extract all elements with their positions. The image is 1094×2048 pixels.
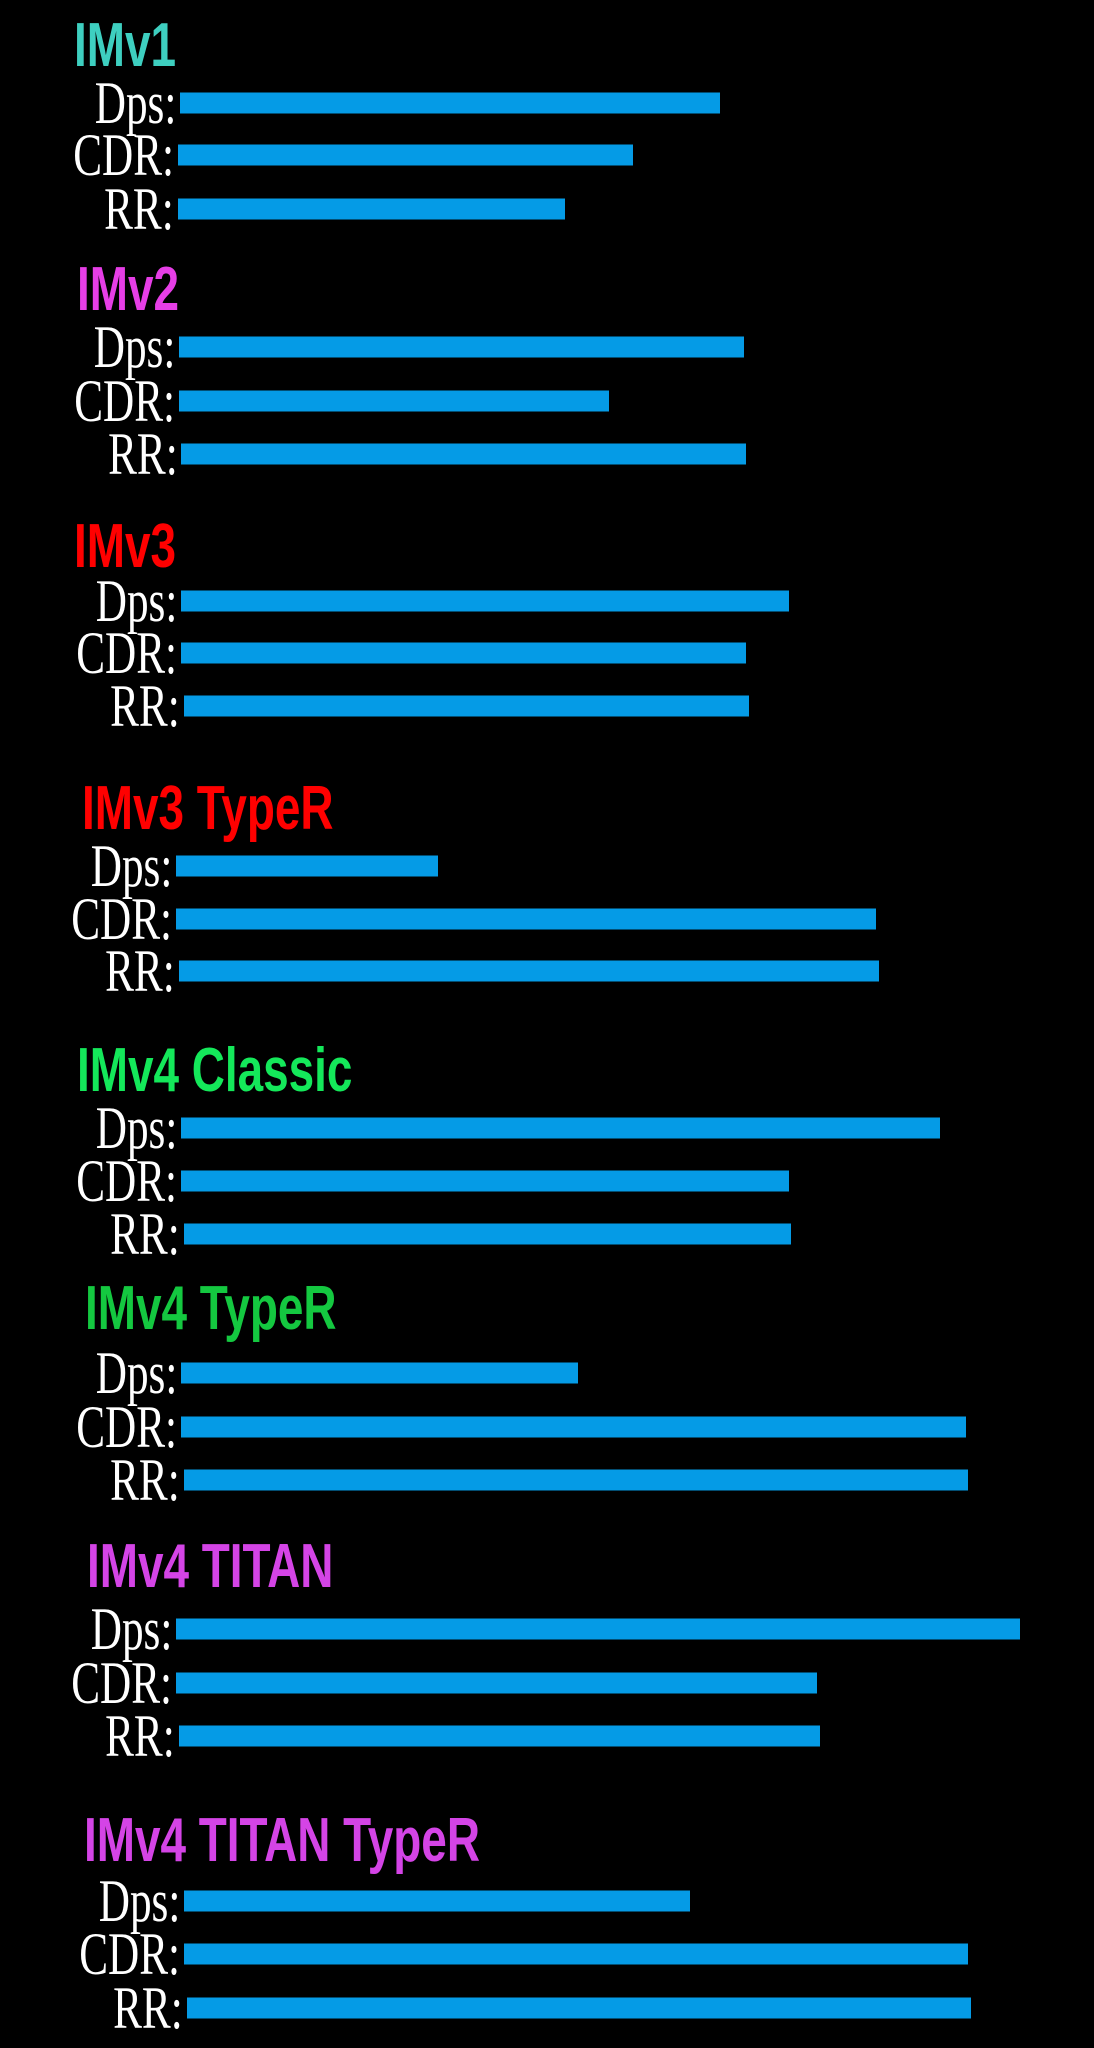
rr-bar bbox=[184, 1223, 792, 1245]
cdr-bar bbox=[181, 1416, 966, 1438]
dps-bar bbox=[176, 1618, 1020, 1640]
dps-label: Dps: bbox=[95, 1340, 178, 1407]
cdr-label: CDR: bbox=[74, 367, 175, 434]
group-title: IMv4 TypeR bbox=[84, 1274, 337, 1344]
cdr-label: CDR: bbox=[76, 619, 178, 686]
dps-label: Dps: bbox=[95, 567, 178, 634]
group-title: IMv4 TITAN TypeR bbox=[83, 1805, 480, 1875]
cdr-label: CDR: bbox=[71, 886, 173, 953]
dps-bar bbox=[176, 855, 438, 877]
dps-label: Dps: bbox=[98, 1867, 181, 1934]
rr-bar bbox=[184, 1469, 969, 1491]
dps-label: Dps: bbox=[90, 1596, 173, 1663]
cdr-bar bbox=[181, 1170, 789, 1192]
cdr-bar bbox=[181, 642, 747, 664]
dps-label: Dps: bbox=[94, 70, 177, 137]
cdr-label: CDR: bbox=[76, 1148, 178, 1215]
rr-bar bbox=[177, 198, 566, 220]
rr-bar bbox=[178, 960, 879, 982]
group-title: IMv3 TypeR bbox=[82, 774, 334, 844]
cdr-label: CDR: bbox=[76, 1393, 178, 1460]
dps-label: Dps: bbox=[93, 314, 175, 381]
cdr-label: CDR: bbox=[71, 1649, 173, 1716]
group-title: IMv2 bbox=[77, 254, 180, 324]
dps-bar bbox=[178, 336, 744, 358]
group-title: IMv4 TITAN bbox=[87, 1531, 334, 1601]
rr-label: RR: bbox=[110, 1200, 181, 1267]
rr-label: RR: bbox=[107, 421, 178, 488]
rr-bar bbox=[184, 695, 750, 717]
dps-bar bbox=[181, 1362, 578, 1384]
rr-bar bbox=[186, 1997, 971, 2019]
rr-label: RR: bbox=[113, 1974, 183, 2041]
cdr-bar bbox=[176, 908, 877, 930]
rr-label: RR: bbox=[105, 938, 175, 1005]
cdr-bar bbox=[176, 1672, 818, 1694]
dps-label: Dps: bbox=[90, 832, 173, 899]
rr-label: RR: bbox=[110, 673, 181, 740]
group-title: IMv4 Classic bbox=[77, 1035, 353, 1105]
group-title: IMv3 bbox=[74, 512, 177, 581]
cdr-bar bbox=[177, 144, 633, 166]
rr-label: RR: bbox=[110, 1447, 181, 1514]
group-title: IMv1 bbox=[74, 10, 177, 80]
dps-bar bbox=[181, 590, 789, 612]
cdr-bar bbox=[178, 390, 609, 412]
dps-bar bbox=[181, 1117, 941, 1139]
cdr-label: CDR: bbox=[72, 122, 174, 189]
cdr-label: CDR: bbox=[79, 1921, 181, 1988]
dps-label: Dps: bbox=[95, 1094, 178, 1161]
dps-bar bbox=[180, 92, 720, 114]
dps-bar bbox=[184, 1890, 691, 1912]
cdr-bar bbox=[184, 1943, 969, 1965]
rr-label: RR: bbox=[105, 1703, 175, 1770]
rr-label: RR: bbox=[103, 175, 174, 242]
rr-bar bbox=[178, 1725, 820, 1747]
rr-bar bbox=[181, 443, 747, 465]
